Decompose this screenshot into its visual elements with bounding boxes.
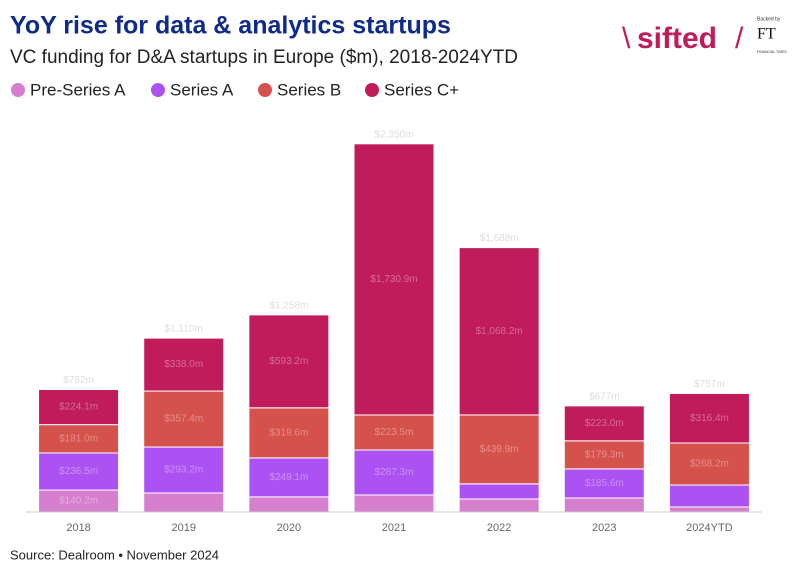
data-label: $338.0m (164, 359, 203, 370)
total-label: $1,258m (269, 301, 308, 312)
bar-segment (563, 440, 645, 470)
logo-slash: \ (622, 22, 631, 55)
legend-swatch (151, 83, 165, 97)
bar-segment (668, 392, 750, 444)
data-label: $223.0m (585, 418, 624, 429)
chart-title: YoY rise for data & analytics startups (10, 12, 451, 40)
x-tick-label: 2022 (487, 522, 511, 534)
bar-segment (143, 492, 225, 513)
data-label: $236.5m (59, 466, 98, 477)
x-tick-label: 2020 (277, 522, 301, 534)
x-tick-label: 2021 (382, 522, 406, 534)
data-label: $593.2m (269, 356, 308, 367)
bar-segment (248, 457, 330, 498)
bar-segment (563, 497, 645, 513)
bar-segment (458, 414, 540, 485)
data-label: $1,068.2m (476, 326, 523, 337)
bar-segment (668, 506, 750, 513)
x-tick-label: 2023 (592, 522, 616, 534)
data-label: $268.2m (690, 459, 729, 470)
bar-segment (458, 498, 540, 513)
logo: \ sifted / Backed by FT FINANCIAL TIMES (622, 16, 787, 55)
bar-segment (248, 314, 330, 409)
bar-segment (143, 337, 225, 392)
data-label: $181.0m (59, 433, 98, 444)
total-label: $2,350m (375, 129, 414, 140)
bar-segment (353, 414, 435, 451)
bar-segment (458, 247, 540, 416)
bar-segment (353, 143, 435, 416)
bar-segment (563, 468, 645, 499)
bar-segment (38, 389, 120, 426)
total-label: $677m (589, 392, 620, 403)
total-label: $1,688m (480, 233, 519, 244)
bar-segment (248, 407, 330, 459)
x-tick-label: 2019 (171, 522, 195, 534)
x-tick-label: 2018 (66, 522, 90, 534)
data-label: $319.6m (269, 427, 308, 438)
legend-label: Series C+ (384, 80, 459, 99)
chart-subtitle: VC funding for D&A startups in Europe ($… (10, 47, 518, 68)
data-label: $287.3m (375, 467, 414, 478)
data-label: $293.2m (164, 465, 203, 476)
bar-segment (668, 484, 750, 508)
source: Source: Dealroom • November 2024 (10, 547, 219, 562)
logo-ft-name: FINANCIAL TIMES (757, 50, 787, 54)
data-label: $357.4m (164, 414, 203, 425)
total-label: $782m (63, 375, 94, 386)
total-label: $757m (694, 379, 725, 390)
bar-segment (38, 452, 120, 491)
bar-segment (143, 446, 225, 494)
logo-backed: Backed by (757, 16, 781, 22)
legend-swatch (258, 83, 272, 97)
x-tick-label: 2024YTD (686, 522, 733, 534)
bar-segment (248, 496, 330, 513)
data-label: $249.1m (269, 472, 308, 483)
legend-label: Pre-Series A (30, 80, 126, 99)
bar-segment (458, 483, 540, 500)
legend-label: Series A (170, 80, 234, 99)
data-label: $185.6m (585, 478, 624, 489)
logo-brand: sifted (637, 22, 717, 55)
total-label: $1,110m (165, 324, 203, 335)
data-label: $316.4m (690, 413, 729, 424)
bar-segment (563, 405, 645, 442)
logo-ft: FT (757, 26, 776, 43)
data-label: $223.5m (375, 427, 414, 438)
data-label: $224.1m (59, 402, 98, 413)
logo-slash: / (735, 22, 744, 55)
data-label: $179.3m (585, 450, 624, 461)
legend-swatch (365, 83, 379, 97)
data-label: $439.9m (480, 444, 519, 455)
legend-swatch (11, 83, 25, 97)
bar-segment (143, 390, 225, 448)
data-label: $1,730.9m (370, 274, 417, 285)
legend-label: Series B (277, 80, 341, 99)
data-label: $140.2m (59, 496, 98, 507)
bar-segment (353, 494, 435, 513)
bar-segment (668, 442, 750, 486)
